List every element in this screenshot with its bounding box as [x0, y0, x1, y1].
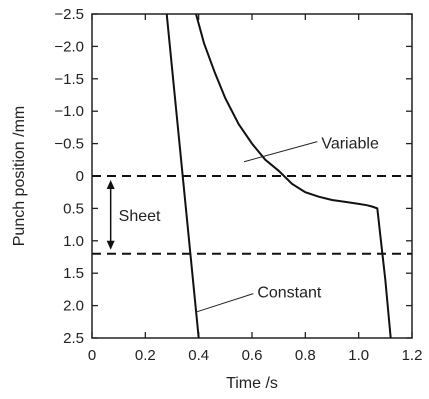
y-tick-label: 1.5	[63, 265, 84, 282]
x-tick-label: 1.0	[348, 347, 369, 364]
sheet-arrow-head-bottom	[106, 240, 115, 250]
y-tick-label: −2.5	[54, 6, 84, 23]
x-tick-label: 0.4	[188, 347, 209, 364]
leader-constant	[195, 293, 254, 313]
x-tick-label: 0.6	[242, 347, 263, 364]
y-tick-label: 2.5	[63, 330, 84, 347]
y-tick-label: −1.5	[54, 71, 84, 88]
y-tick-label: 1.0	[63, 233, 84, 250]
annotation-sheet: Sheet	[119, 208, 161, 225]
y-axis-label: Punch position /mm	[11, 106, 28, 247]
annotation-constant: Constant	[257, 285, 322, 302]
x-tick-label: 0	[88, 347, 96, 364]
series-line-variable	[195, 13, 392, 339]
y-tick-label: −1.0	[54, 103, 84, 120]
y-tick-label: −0.5	[54, 136, 84, 153]
x-axis-label: Time /s	[226, 375, 278, 392]
leader-variable	[243, 141, 318, 163]
y-tick-label: 0	[76, 168, 84, 185]
y-tick-label: 2.0	[63, 298, 84, 315]
x-tick-label: 0.2	[135, 347, 156, 364]
x-tick-label: 1.2	[402, 347, 423, 364]
y-tick-label: −2.0	[54, 38, 84, 55]
sheet-arrow-head-top	[106, 180, 115, 189]
series-line-constant	[165, 13, 200, 339]
annotation-variable: Variable	[321, 136, 379, 153]
x-tick-label: 0.8	[295, 347, 316, 364]
y-tick-label: 0.5	[63, 200, 84, 217]
